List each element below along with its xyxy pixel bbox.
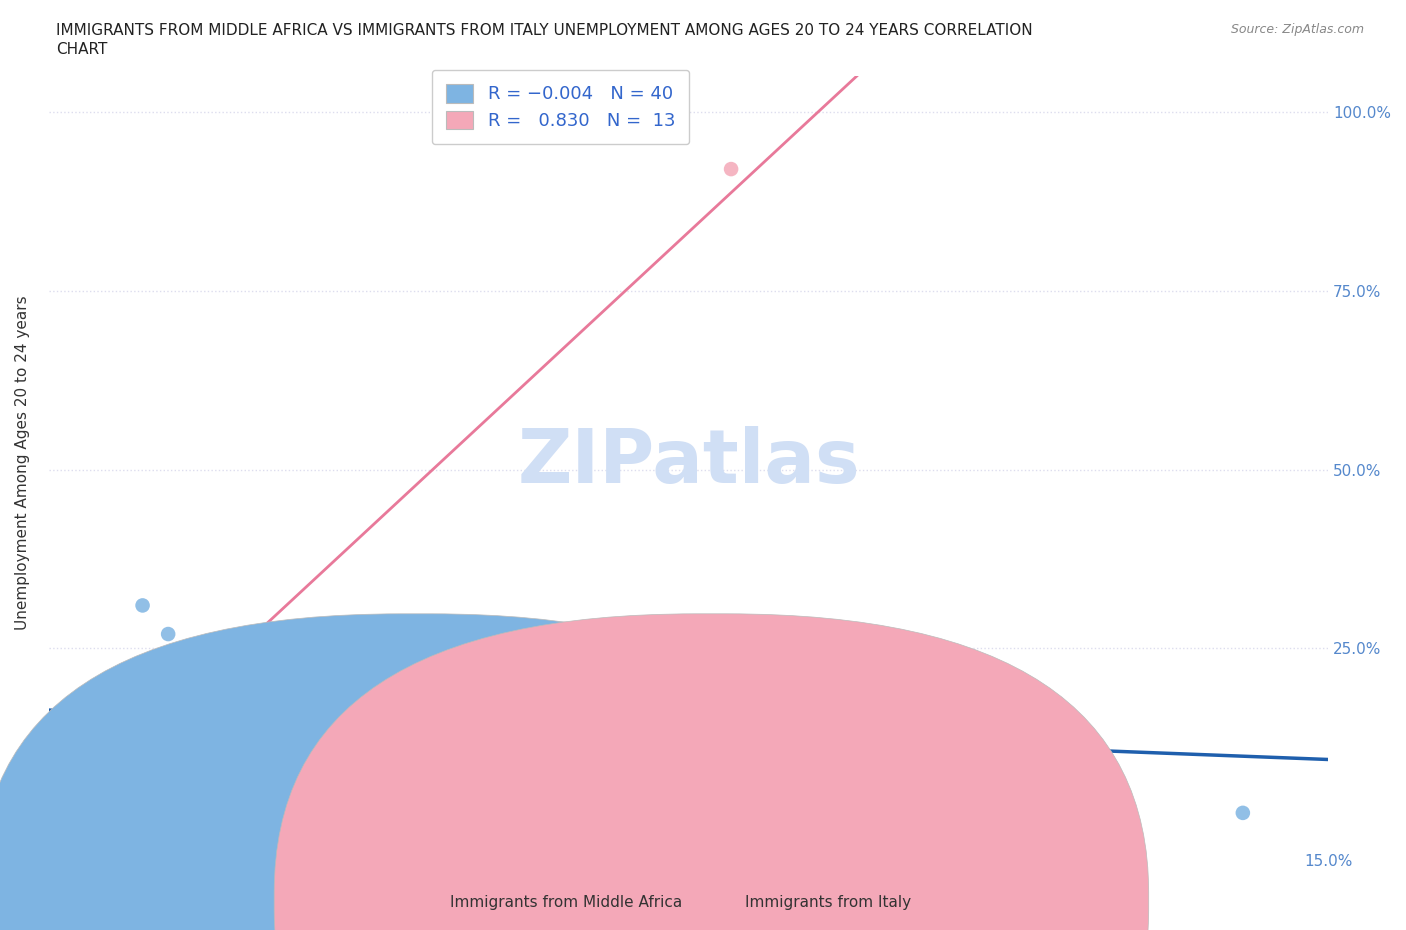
Point xyxy=(242,684,264,698)
Point xyxy=(105,705,128,720)
Point xyxy=(105,749,128,764)
Point xyxy=(183,684,205,698)
Point xyxy=(208,677,231,692)
Point xyxy=(46,784,69,799)
Point xyxy=(506,726,529,741)
Point xyxy=(250,684,273,698)
Point xyxy=(72,770,94,785)
Text: ZIPatlas: ZIPatlas xyxy=(517,426,859,498)
Point xyxy=(80,734,103,749)
Point xyxy=(174,656,197,671)
Point xyxy=(149,670,172,684)
Point xyxy=(233,677,256,692)
Point xyxy=(848,784,870,799)
Point xyxy=(250,691,273,706)
Point xyxy=(131,598,153,613)
Legend: R = −0.004   N = 40, R =   0.830   N =  13: R = −0.004 N = 40, R = 0.830 N = 13 xyxy=(432,70,689,144)
Point xyxy=(63,777,86,791)
Y-axis label: Unemployment Among Ages 20 to 24 years: Unemployment Among Ages 20 to 24 years xyxy=(15,295,30,630)
Point xyxy=(89,770,111,785)
Text: Immigrants from Middle Africa: Immigrants from Middle Africa xyxy=(450,895,682,910)
Point xyxy=(63,791,86,806)
Point xyxy=(200,670,222,684)
Point xyxy=(55,784,77,799)
Point xyxy=(1232,805,1254,820)
Point xyxy=(174,698,197,713)
Point xyxy=(217,677,239,692)
Point xyxy=(55,798,77,813)
Point xyxy=(720,698,742,713)
Point xyxy=(114,691,136,706)
Text: Source: ZipAtlas.com: Source: ZipAtlas.com xyxy=(1230,23,1364,36)
Point xyxy=(550,726,572,741)
Point xyxy=(166,677,188,692)
Point xyxy=(378,705,401,720)
Text: Immigrants from Italy: Immigrants from Italy xyxy=(745,895,911,910)
Point xyxy=(225,662,247,677)
Point xyxy=(464,720,486,735)
Point xyxy=(46,798,69,813)
Point xyxy=(149,734,172,749)
Point xyxy=(294,677,316,692)
Point xyxy=(319,726,342,741)
Point xyxy=(720,162,742,177)
Point xyxy=(122,726,145,741)
Point xyxy=(72,755,94,770)
Point xyxy=(267,684,290,698)
Point xyxy=(89,741,111,756)
Point xyxy=(80,777,103,791)
Point xyxy=(55,763,77,777)
Point xyxy=(157,627,180,642)
Point xyxy=(72,791,94,806)
Point xyxy=(80,720,103,735)
Point xyxy=(139,662,162,677)
Text: CHART: CHART xyxy=(56,42,108,57)
Point xyxy=(63,749,86,764)
Point xyxy=(122,677,145,692)
Point xyxy=(97,726,120,741)
Point xyxy=(191,662,214,677)
Point xyxy=(344,698,367,713)
Point xyxy=(89,763,111,777)
Text: IMMIGRANTS FROM MIDDLE AFRICA VS IMMIGRANTS FROM ITALY UNEMPLOYMENT AMONG AGES 2: IMMIGRANTS FROM MIDDLE AFRICA VS IMMIGRA… xyxy=(56,23,1033,38)
